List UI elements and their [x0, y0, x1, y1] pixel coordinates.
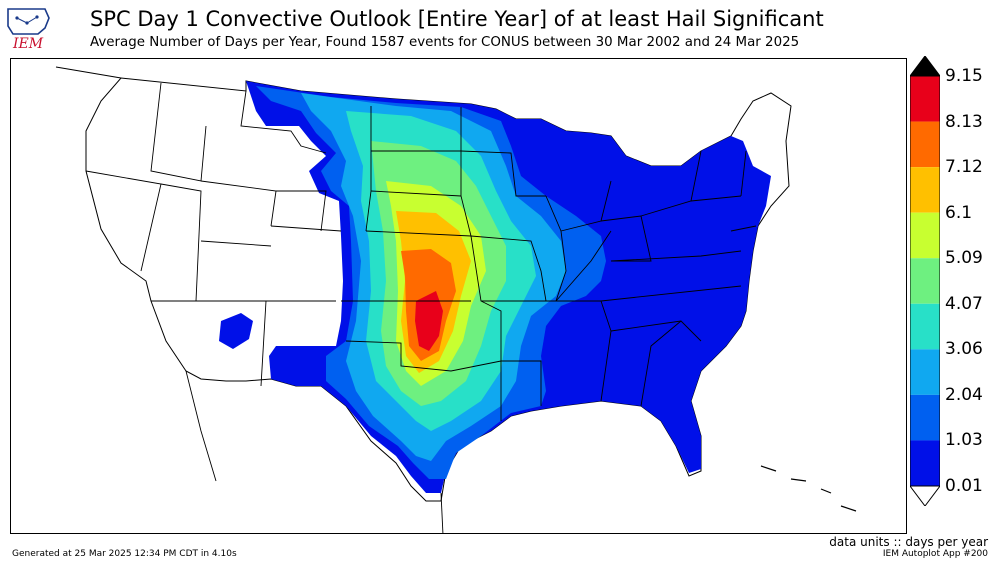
colorbar-swatch — [910, 76, 940, 122]
colorbar-tick-label: 6.1 — [945, 202, 973, 223]
conus-map — [55, 66, 857, 533]
rio-grande — [440, 492, 444, 533]
caribbean-dashes — [760, 465, 857, 512]
contour-az-blob — [219, 313, 253, 349]
colorbar-swatch — [910, 394, 940, 441]
colorbar-tick-label: 0.01 — [945, 476, 983, 496]
contour-8-9 — [415, 291, 443, 351]
colorbar-over-triangle — [909, 55, 941, 77]
app-identifier: IEM Autoplot App #200 — [882, 549, 988, 559]
chart-title: SPC Day 1 Convective Outlook [Entire Yea… — [90, 7, 824, 31]
colorbar-swatch — [910, 349, 940, 395]
colorbar-svg — [909, 55, 941, 507]
logo-text: IEM — [12, 36, 44, 50]
canada-border — [55, 66, 122, 79]
colorbar-under-triangle — [909, 485, 941, 507]
colorbar-tick-label: 5.09 — [945, 248, 983, 269]
colorbar-tick-label: 8.13 — [945, 111, 983, 132]
colorbar-tick-label: 9.15 — [945, 66, 983, 86]
colorbar-tick-label: 1.03 — [945, 430, 983, 451]
colorbar-swatch — [910, 440, 940, 486]
state-boundaries — [85, 82, 757, 421]
colorbar-swatch — [910, 303, 940, 350]
colorbar-tick-label: 3.06 — [945, 339, 983, 360]
colorbar-tick-label: 7.12 — [945, 157, 983, 178]
colorbar-tick-label: 2.04 — [945, 384, 983, 405]
colorbar-swatch — [910, 258, 940, 304]
map-frame — [10, 58, 907, 534]
colorbar — [909, 55, 941, 507]
data-units-label: data units :: days per year — [829, 535, 988, 549]
generated-timestamp: Generated at 25 Mar 2025 12:34 PM CDT in… — [12, 549, 237, 559]
colorbar-swatch — [910, 167, 940, 213]
iem-logo: IEM — [5, 6, 57, 52]
mexico-border — [185, 370, 217, 482]
colorbar-swatch — [910, 212, 940, 259]
colorbar-swatch — [910, 121, 940, 168]
colorbar-tick-label: 4.07 — [945, 293, 983, 314]
chart-subtitle: Average Number of Days per Year, Found 1… — [90, 35, 800, 50]
